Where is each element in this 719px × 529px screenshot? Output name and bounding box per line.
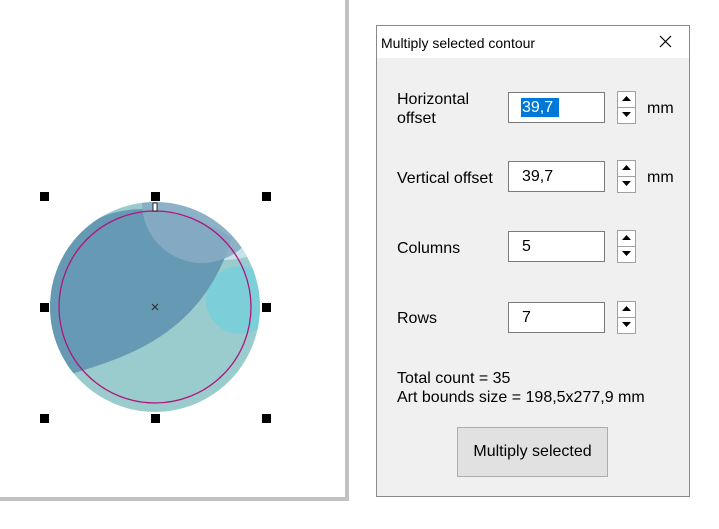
center-mark-icon bbox=[151, 303, 159, 311]
horizontal-offset-label: Horizontal offset bbox=[397, 91, 470, 127]
handle-bottom-right bbox=[262, 414, 271, 423]
handle-top-right bbox=[262, 192, 271, 201]
spin-up-icon bbox=[622, 306, 631, 311]
close-button[interactable] bbox=[643, 26, 689, 58]
circle-artwork[interactable] bbox=[50, 100, 305, 412]
vertical-offset-spinner[interactable] bbox=[617, 160, 636, 193]
vertical-offset-label: Vertical offset bbox=[397, 170, 493, 187]
spin-up-icon bbox=[622, 165, 631, 170]
horizontal-offset-field[interactable] bbox=[508, 92, 605, 123]
handle-middle-left bbox=[40, 303, 49, 312]
spin-up-button[interactable] bbox=[618, 161, 635, 177]
spin-up-icon bbox=[622, 235, 631, 240]
multiply-dialog: Multiply selected contour Horizontal off… bbox=[376, 25, 690, 497]
columns-label: Columns bbox=[397, 240, 461, 257]
selection-handles[interactable] bbox=[40, 192, 271, 423]
vertical-offset-unit: mm bbox=[647, 169, 674, 186]
canvas-border-bottom bbox=[0, 497, 349, 501]
spin-down-button[interactable] bbox=[618, 247, 635, 262]
spin-up-button[interactable] bbox=[618, 92, 635, 108]
spin-down-icon bbox=[622, 181, 631, 186]
spin-down-button[interactable] bbox=[618, 177, 635, 192]
handle-top-left bbox=[40, 192, 49, 201]
total-count-text: Total count = 35 bbox=[397, 370, 511, 387]
spin-down-button[interactable] bbox=[618, 108, 635, 123]
spin-up-button[interactable] bbox=[618, 302, 635, 318]
vertical-offset-input[interactable] bbox=[509, 162, 604, 191]
columns-spinner[interactable] bbox=[617, 230, 636, 263]
close-icon bbox=[659, 35, 672, 48]
spin-down-icon bbox=[622, 322, 631, 327]
art-bounds-text: Art bounds size = 198,5x277,9 mm bbox=[397, 389, 645, 406]
spin-down-icon bbox=[622, 251, 631, 256]
canvas-border bbox=[345, 0, 349, 500]
dialog-titlebar[interactable]: Multiply selected contour bbox=[377, 26, 689, 58]
dialog-title: Multiply selected contour bbox=[381, 35, 536, 51]
summary-info: Total count = 35 Art bounds size = 198,5… bbox=[397, 369, 645, 407]
rows-label: Rows bbox=[397, 310, 438, 327]
horizontal-offset-spinner[interactable] bbox=[617, 91, 636, 124]
spin-up-icon bbox=[622, 96, 631, 101]
handle-bottom-center bbox=[151, 414, 160, 423]
handle-top-center bbox=[151, 192, 160, 201]
columns-input[interactable] bbox=[509, 232, 604, 261]
horizontal-offset-input[interactable] bbox=[509, 93, 604, 122]
spin-up-button[interactable] bbox=[618, 231, 635, 247]
vertical-offset-field[interactable] bbox=[508, 161, 605, 192]
spin-down-button[interactable] bbox=[618, 318, 635, 333]
rows-spinner[interactable] bbox=[617, 301, 636, 334]
multiply-selected-button[interactable]: Multiply selected bbox=[457, 427, 608, 477]
rows-input[interactable] bbox=[509, 303, 604, 332]
artwork[interactable] bbox=[0, 0, 345, 498]
handle-middle-right bbox=[262, 303, 271, 312]
rows-field[interactable] bbox=[508, 302, 605, 333]
handle-bottom-left bbox=[40, 414, 49, 423]
columns-field[interactable] bbox=[508, 231, 605, 262]
node-handle[interactable] bbox=[152, 202, 158, 212]
horizontal-offset-unit: mm bbox=[647, 100, 674, 117]
spin-down-icon bbox=[622, 112, 631, 117]
